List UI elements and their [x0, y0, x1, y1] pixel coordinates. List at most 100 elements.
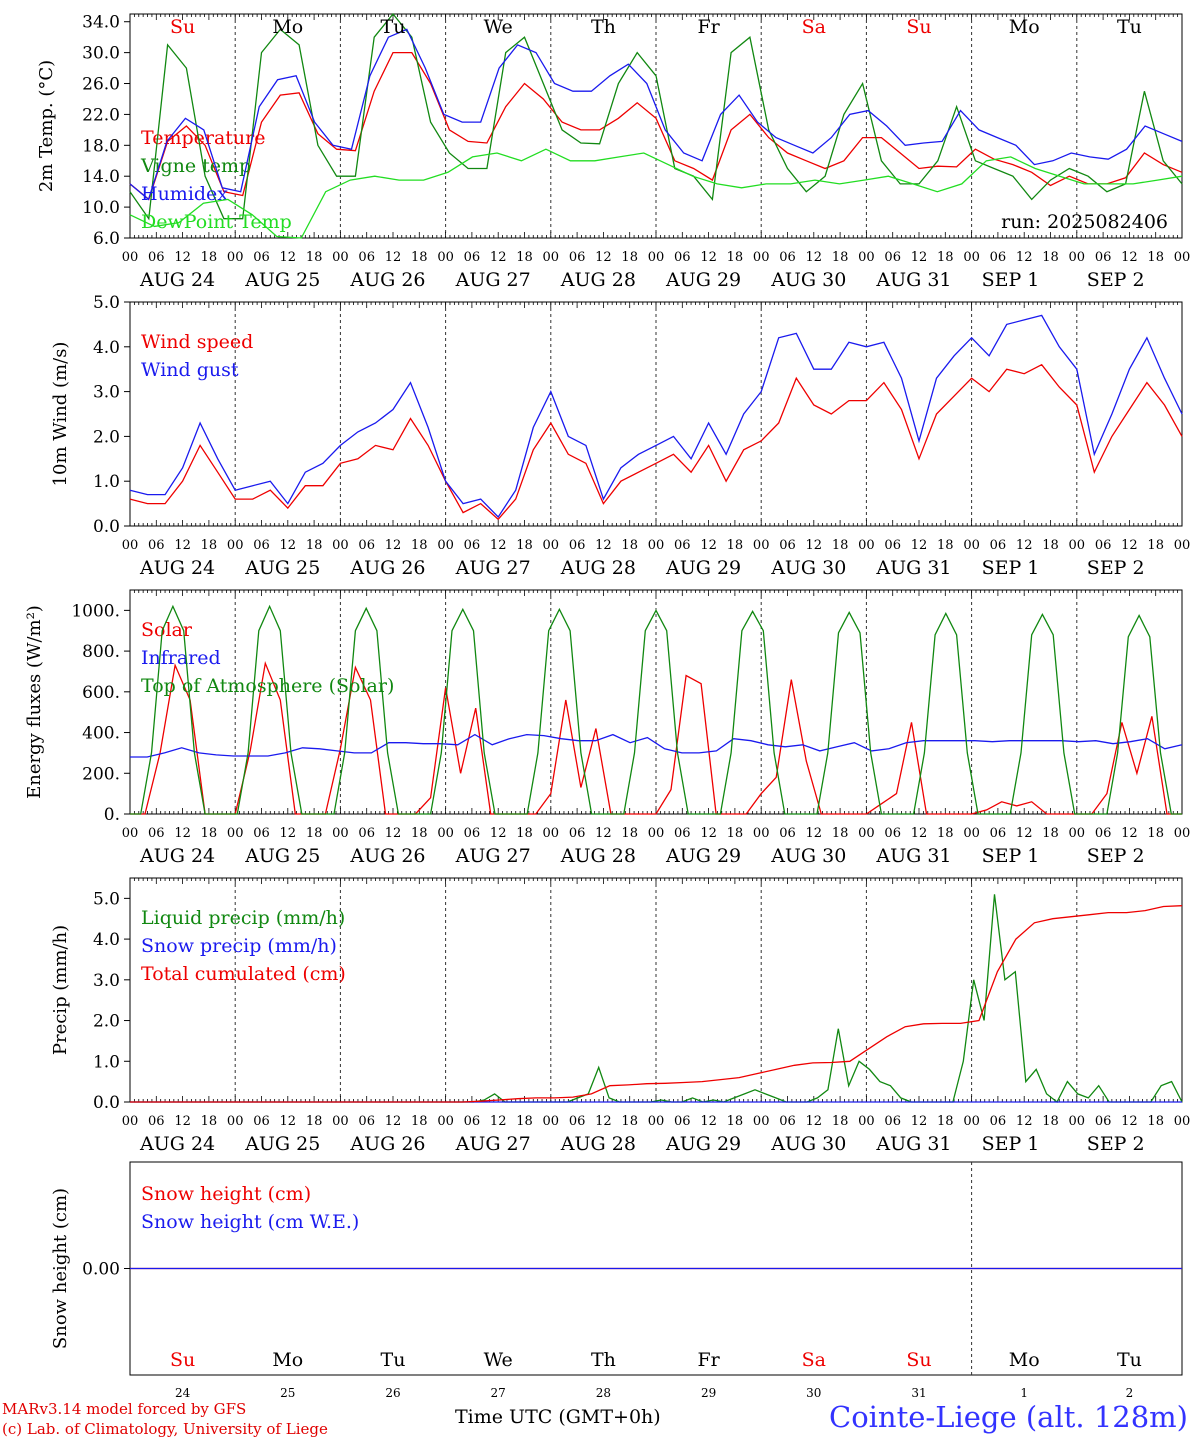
weekday-label: Su [170, 1349, 195, 1371]
day-number: 1 [1020, 1386, 1028, 1400]
model-credit: MARv3.14 model forced by GFS [2, 1400, 247, 1418]
hour-label: 18 [621, 538, 638, 553]
hour-label: 12 [490, 250, 507, 265]
hour-label: 18 [832, 250, 849, 265]
hour-label: 18 [516, 250, 533, 265]
hour-label: 18 [1042, 826, 1059, 841]
hour-label: 18 [411, 538, 428, 553]
weekday-label: Su [170, 16, 195, 38]
date-label: AUG 25 [244, 269, 320, 291]
date-label: AUG 25 [244, 845, 320, 867]
legend-entry: Temperature [141, 127, 265, 149]
hour-label: 06 [1095, 538, 1112, 553]
hour-label: 06 [884, 826, 901, 841]
hour-label: 12 [595, 250, 612, 265]
y-axis-title: Energy fluxes (W/m²) [24, 605, 45, 799]
hour-label: 12 [911, 826, 928, 841]
date-label: SEP 2 [1087, 557, 1145, 579]
hour-label: 12 [911, 538, 928, 553]
hour-label: 18 [306, 1114, 323, 1129]
hour-label: 12 [385, 250, 402, 265]
hour-label: 00 [543, 250, 560, 265]
hour-label: 18 [1147, 538, 1164, 553]
weekday-label: Mo [272, 16, 303, 38]
hour-label: 12 [280, 1114, 297, 1129]
hour-label: 18 [201, 250, 218, 265]
hour-label: 12 [700, 538, 717, 553]
hour-label: 00 [227, 250, 244, 265]
hour-label: 06 [358, 826, 375, 841]
legend-entry: Snow precip (mm/h) [141, 935, 337, 957]
legend-entry: DewPoint Temp [141, 211, 292, 233]
series-line-temperature [129, 51, 1183, 201]
hour-label: 12 [1121, 538, 1138, 553]
date-label: AUG 25 [244, 1133, 320, 1155]
panel-2-frame [129, 589, 1183, 815]
series-line-vigne-temp [129, 12, 1183, 221]
weekday-label: We [484, 16, 513, 38]
hour-label: 18 [306, 826, 323, 841]
y-tick-label: 600. [82, 683, 120, 703]
hour-label: 00 [227, 826, 244, 841]
hour-label: 00 [963, 538, 980, 553]
legend-entry: Humidex [141, 183, 228, 205]
hour-label: 18 [832, 826, 849, 841]
hour-label: 12 [174, 538, 191, 553]
hour-label: 06 [779, 826, 796, 841]
hour-label: 12 [490, 538, 507, 553]
y-tick-label: 4.0 [93, 338, 120, 358]
hour-label: 00 [1069, 826, 1086, 841]
date-label: AUG 31 [875, 269, 951, 291]
day-number: 30 [806, 1386, 821, 1400]
day-number: 25 [280, 1386, 295, 1400]
hour-label: 12 [1121, 1114, 1138, 1129]
hour-label: 12 [595, 1114, 612, 1129]
hour-label: 18 [937, 826, 954, 841]
y-tick-label: 3.0 [93, 971, 120, 991]
hour-label: 06 [148, 826, 165, 841]
hour-label: 18 [621, 826, 638, 841]
y-tick-label: 4.0 [93, 930, 120, 950]
hour-label: 06 [779, 538, 796, 553]
hour-label: 12 [911, 250, 928, 265]
hour-label: 18 [516, 1114, 533, 1129]
hour-label: 12 [490, 1114, 507, 1129]
date-label: AUG 31 [875, 557, 951, 579]
y-tick-label: 10.0 [82, 198, 120, 218]
hour-label: 06 [358, 250, 375, 265]
hour-label: 18 [1147, 1114, 1164, 1129]
y-tick-label: 22.0 [82, 105, 120, 125]
hour-label: 06 [464, 826, 481, 841]
hour-label: 18 [411, 250, 428, 265]
series-line-wind-speed [129, 363, 1183, 521]
date-label: AUG 26 [349, 269, 425, 291]
hour-label: 18 [727, 250, 744, 265]
hour-label: 18 [1042, 250, 1059, 265]
y-tick-label: 800. [82, 642, 120, 662]
hour-label: 00 [227, 1114, 244, 1129]
date-label: AUG 29 [665, 845, 741, 867]
hour-label: 06 [1095, 1114, 1112, 1129]
hour-label: 00 [1069, 250, 1086, 265]
y-tick-label: 18.0 [82, 136, 120, 156]
hour-label: 06 [990, 826, 1007, 841]
hour-label: 06 [990, 250, 1007, 265]
hour-label: 06 [464, 250, 481, 265]
legend-entry: Top of Atmosphere (Solar) [141, 675, 394, 697]
y-tick-label: 0.0 [93, 1093, 120, 1113]
date-label: AUG 27 [455, 1133, 531, 1155]
hour-label: 12 [700, 250, 717, 265]
y-tick-label: 6.0 [93, 229, 120, 249]
hour-label: 00 [1069, 1114, 1086, 1129]
station-label: Cointe-Liege (alt. 128m) [829, 1400, 1188, 1434]
hour-label: 06 [253, 250, 270, 265]
date-label: AUG 31 [875, 1133, 951, 1155]
hour-label: 00 [648, 1114, 665, 1129]
hour-label: 00 [963, 1114, 980, 1129]
weekday-label: Tu [1117, 1349, 1142, 1371]
legend-entry: Snow height (cm W.E.) [141, 1211, 359, 1233]
day-number: 2 [1126, 1386, 1134, 1400]
date-label: SEP 2 [1087, 269, 1145, 291]
hour-label: 00 [858, 1114, 875, 1129]
